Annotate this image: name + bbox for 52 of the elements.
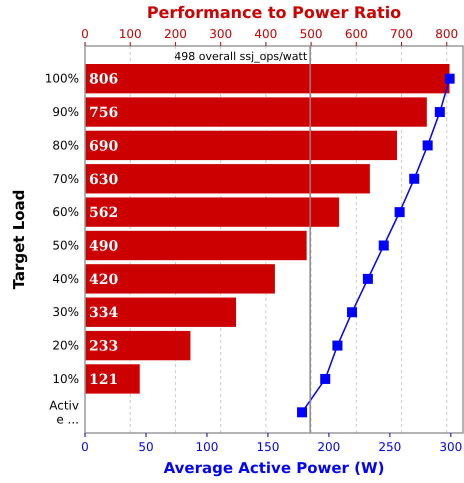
y-tick-label: 80% [52, 138, 79, 152]
y-tick-label: 70% [52, 172, 79, 186]
x2-tick-label: 500 [300, 27, 323, 41]
point [409, 174, 420, 184]
x-tick-label: 200 [317, 440, 340, 454]
chart-title: Performance to Power Ratio [146, 3, 402, 22]
data-label: 121 [89, 372, 118, 388]
y-tick-label: Active ... [49, 398, 79, 426]
y-tick-label: 40% [52, 272, 79, 286]
point [297, 407, 308, 418]
data-label: 334 [89, 305, 118, 322]
ref-line-label: 498 overall ssj_ops/watt [174, 50, 308, 63]
point [378, 240, 389, 250]
x2-tick-label: 200 [164, 27, 187, 41]
point [444, 74, 455, 84]
data-label: 420 [89, 272, 118, 288]
data-label: 490 [89, 238, 118, 254]
data-label: 630 [89, 172, 118, 188]
x-tick-label: 0 [81, 440, 89, 454]
x2-tick-label: 0 [81, 27, 89, 41]
x2-tick-label: 600 [344, 27, 368, 41]
x-axis-title: Average Active Power (W) [164, 459, 384, 477]
point [320, 374, 330, 384]
y-tick-label: 90% [52, 105, 79, 120]
point [332, 340, 342, 351]
point [422, 140, 433, 150]
data-label: 690 [89, 138, 118, 154]
x-tick-label: 150 [256, 440, 280, 454]
x-tick-label: 100 [195, 440, 218, 454]
point [434, 107, 445, 118]
x2-tick-label: 400 [254, 27, 278, 41]
x-tick-label: 300 [439, 440, 462, 454]
y-axis-title: Target Load [10, 190, 28, 290]
x-tick-label: 50 [138, 440, 154, 454]
y-tick-label: 10% [52, 372, 79, 386]
point [394, 207, 405, 218]
data-label: 233 [89, 338, 118, 355]
y-tick-label: 50% [52, 238, 79, 252]
x2-tick-label: 700 [390, 27, 413, 41]
x2-tick-label: 300 [209, 27, 232, 41]
data-label: 562 [89, 205, 118, 222]
y-tick-label: 20% [52, 338, 79, 353]
y-tick-label: 100% [44, 72, 79, 86]
data-label: 756 [89, 105, 118, 122]
point [347, 307, 358, 318]
x2-tick-label: 100 [118, 27, 142, 41]
point [362, 274, 373, 284]
data-label: 806 [89, 72, 118, 88]
y-tick-label: 60% [52, 205, 79, 220]
y-tick-label: 30% [52, 305, 79, 320]
x2-tick-label: 800 [435, 27, 458, 41]
x-tick-label: 250 [378, 440, 402, 454]
